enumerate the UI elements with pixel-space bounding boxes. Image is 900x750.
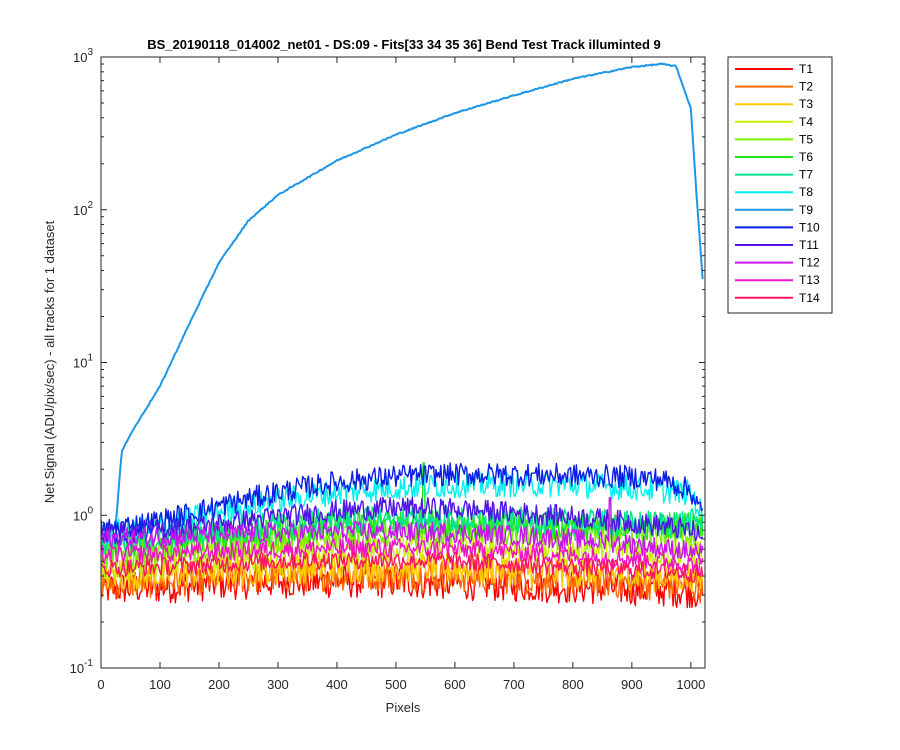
x-axis: 0 100 200 300 400 500 600 700 800 900 1000 [97, 57, 705, 692]
x-tick-label: 100 [149, 677, 171, 692]
legend-label-t7: T7 [799, 168, 813, 182]
y-tick-label: 10-1 [70, 658, 94, 676]
x-tick-label: 0 [97, 677, 104, 692]
y-tick-label: 102 [73, 200, 93, 218]
legend-label-t1: T1 [799, 62, 813, 76]
legend-label-t12: T12 [799, 256, 820, 270]
series-line-t14 [100, 550, 704, 583]
legend-label-t9: T9 [799, 203, 813, 217]
y-tick-label: 101 [73, 353, 93, 371]
x-tick-label: 200 [208, 677, 230, 692]
series-line-t7 [100, 505, 704, 555]
legend-label-t11: T11 [799, 238, 819, 252]
series-group [100, 62, 704, 609]
x-tick-label: 900 [621, 677, 643, 692]
series-line-t13 [100, 537, 704, 576]
legend-label-t5: T5 [799, 132, 813, 146]
series-line-t11 [100, 496, 704, 545]
y-tick-label: 103 [73, 47, 93, 65]
legend-label-t2: T2 [799, 80, 813, 94]
series-line-t12 [100, 497, 704, 560]
legend-box [727, 56, 833, 314]
series-line-t8 [100, 471, 704, 546]
legend-label-t10: T10 [799, 220, 820, 234]
chart-title: BS_20190118_014002_net01 - DS:09 - Fits[… [147, 37, 661, 52]
legend-label-t4: T4 [799, 115, 813, 129]
plot-area [100, 56, 706, 669]
legend-label-t6: T6 [799, 150, 813, 164]
y-axis-label: Net Signal (ADU/pix/sec) - all tracks fo… [42, 220, 57, 503]
legend: T1 T2 T3 T4 T5 T6 T7 T8 T9 T10 T11 T12 T13 T14 [727, 56, 833, 314]
x-tick-label: 300 [267, 677, 289, 692]
legend-label-t3: T3 [799, 97, 813, 111]
legend-label-t8: T8 [799, 185, 813, 199]
series-line-t9 [100, 62, 704, 531]
legend-label-t13: T13 [799, 273, 820, 287]
y-axis: 10-1 100 101 102 103 [70, 47, 705, 676]
x-tick-label: 1000 [676, 677, 705, 692]
x-tick-label: 800 [562, 677, 584, 692]
x-axis-label: Pixels [386, 700, 421, 715]
x-tick-label: 400 [326, 677, 348, 692]
x-tick-label: 700 [503, 677, 525, 692]
series-line-t10 [100, 462, 704, 540]
x-tick-label: 600 [444, 677, 466, 692]
y-tick-label: 100 [73, 505, 93, 523]
x-tick-label: 500 [385, 677, 407, 692]
legend-label-t14: T14 [799, 291, 820, 305]
legend-items: T1 T2 T3 T4 T5 T6 T7 T8 T9 T10 T11 T12 T13 T14 [735, 62, 820, 305]
